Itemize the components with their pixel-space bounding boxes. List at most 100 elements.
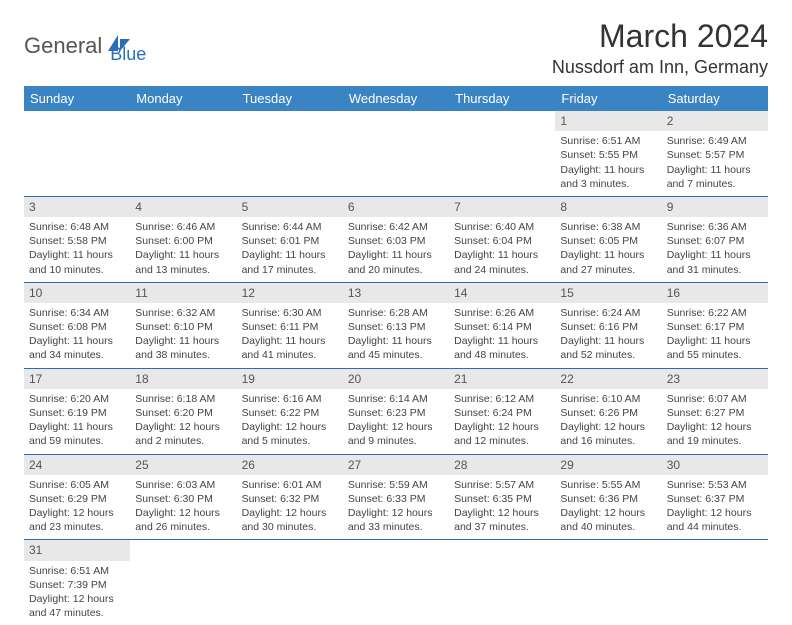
- day-number-cell: 17: [24, 368, 130, 389]
- sunrise-text: Sunrise: 6:16 AM: [242, 392, 338, 406]
- day-detail-cell: [343, 561, 449, 625]
- sunset-text: Sunset: 6:05 PM: [560, 234, 656, 248]
- day-number-cell: 22: [555, 368, 661, 389]
- daylight-text: and 52 minutes.: [560, 348, 656, 362]
- daylight-text: Daylight: 11 hours: [29, 334, 125, 348]
- day-detail-cell: Sunrise: 6:46 AMSunset: 6:00 PMDaylight:…: [130, 217, 236, 282]
- daylight-text: and 20 minutes.: [348, 263, 444, 277]
- weekday-header: Wednesday: [343, 86, 449, 111]
- daylight-text: Daylight: 12 hours: [29, 592, 125, 606]
- daylight-text: Daylight: 11 hours: [348, 248, 444, 262]
- sunset-text: Sunset: 6:08 PM: [29, 320, 125, 334]
- day-detail-cell: Sunrise: 6:51 AMSunset: 5:55 PMDaylight:…: [555, 131, 661, 196]
- sunset-text: Sunset: 6:04 PM: [454, 234, 550, 248]
- daynum-row: 10111213141516: [24, 282, 768, 303]
- daylight-text: and 16 minutes.: [560, 434, 656, 448]
- day-number-cell: [237, 111, 343, 131]
- daylight-text: and 47 minutes.: [29, 606, 125, 620]
- sunset-text: Sunset: 6:17 PM: [667, 320, 763, 334]
- daylight-text: Daylight: 11 hours: [29, 420, 125, 434]
- daylight-text: and 26 minutes.: [135, 520, 231, 534]
- sunset-text: Sunset: 6:33 PM: [348, 492, 444, 506]
- sunset-text: Sunset: 6:22 PM: [242, 406, 338, 420]
- sunrise-text: Sunrise: 6:36 AM: [667, 220, 763, 234]
- day-detail-cell: Sunrise: 5:59 AMSunset: 6:33 PMDaylight:…: [343, 475, 449, 540]
- day-detail-cell: Sunrise: 5:55 AMSunset: 6:36 PMDaylight:…: [555, 475, 661, 540]
- day-number-cell: 26: [237, 454, 343, 475]
- day-detail-cell: Sunrise: 6:22 AMSunset: 6:17 PMDaylight:…: [662, 303, 768, 368]
- daylight-text: and 41 minutes.: [242, 348, 338, 362]
- day-detail-cell: Sunrise: 6:12 AMSunset: 6:24 PMDaylight:…: [449, 389, 555, 454]
- daylight-text: Daylight: 12 hours: [135, 420, 231, 434]
- sunrise-text: Sunrise: 6:10 AM: [560, 392, 656, 406]
- daylight-text: Daylight: 12 hours: [242, 420, 338, 434]
- weekday-header: Saturday: [662, 86, 768, 111]
- weekday-header: Monday: [130, 86, 236, 111]
- daylight-text: Daylight: 11 hours: [667, 334, 763, 348]
- day-number-cell: 5: [237, 196, 343, 217]
- daylight-text: Daylight: 11 hours: [667, 163, 763, 177]
- day-detail-cell: Sunrise: 6:49 AMSunset: 5:57 PMDaylight:…: [662, 131, 768, 196]
- day-number-cell: [449, 111, 555, 131]
- day-number-cell: 2: [662, 111, 768, 131]
- daylight-text: and 55 minutes.: [667, 348, 763, 362]
- day-number-cell: 1: [555, 111, 661, 131]
- day-number-cell: 24: [24, 454, 130, 475]
- daylight-text: and 17 minutes.: [242, 263, 338, 277]
- day-number-cell: 13: [343, 282, 449, 303]
- month-title: March 2024: [552, 18, 768, 55]
- weekday-header-row: Sunday Monday Tuesday Wednesday Thursday…: [24, 86, 768, 111]
- sunrise-text: Sunrise: 6:07 AM: [667, 392, 763, 406]
- day-detail-cell: Sunrise: 6:16 AMSunset: 6:22 PMDaylight:…: [237, 389, 343, 454]
- sunset-text: Sunset: 6:26 PM: [560, 406, 656, 420]
- sunset-text: Sunset: 6:10 PM: [135, 320, 231, 334]
- weekday-header: Sunday: [24, 86, 130, 111]
- day-detail-cell: Sunrise: 6:32 AMSunset: 6:10 PMDaylight:…: [130, 303, 236, 368]
- daylight-text: and 5 minutes.: [242, 434, 338, 448]
- day-number-cell: 6: [343, 196, 449, 217]
- logo: General Blue: [24, 18, 146, 65]
- daylight-text: and 40 minutes.: [560, 520, 656, 534]
- sunset-text: Sunset: 6:19 PM: [29, 406, 125, 420]
- daylight-text: and 10 minutes.: [29, 263, 125, 277]
- sunset-text: Sunset: 6:13 PM: [348, 320, 444, 334]
- sunset-text: Sunset: 6:24 PM: [454, 406, 550, 420]
- day-detail-cell: [24, 131, 130, 196]
- sunrise-text: Sunrise: 5:55 AM: [560, 478, 656, 492]
- sunset-text: Sunset: 6:27 PM: [667, 406, 763, 420]
- day-detail-cell: Sunrise: 6:01 AMSunset: 6:32 PMDaylight:…: [237, 475, 343, 540]
- day-detail-cell: Sunrise: 6:51 AMSunset: 7:39 PMDaylight:…: [24, 561, 130, 625]
- daylight-text: and 19 minutes.: [667, 434, 763, 448]
- sunset-text: Sunset: 6:37 PM: [667, 492, 763, 506]
- day-detail-cell: Sunrise: 6:05 AMSunset: 6:29 PMDaylight:…: [24, 475, 130, 540]
- sunrise-text: Sunrise: 6:20 AM: [29, 392, 125, 406]
- sunset-text: Sunset: 7:39 PM: [29, 578, 125, 592]
- sunset-text: Sunset: 6:07 PM: [667, 234, 763, 248]
- day-number-cell: 15: [555, 282, 661, 303]
- day-number-cell: [343, 540, 449, 561]
- day-detail-cell: Sunrise: 6:10 AMSunset: 6:26 PMDaylight:…: [555, 389, 661, 454]
- day-detail-cell: Sunrise: 6:24 AMSunset: 6:16 PMDaylight:…: [555, 303, 661, 368]
- sunset-text: Sunset: 5:57 PM: [667, 148, 763, 162]
- daynum-row: 12: [24, 111, 768, 131]
- daylight-text: and 9 minutes.: [348, 434, 444, 448]
- daylight-text: Daylight: 12 hours: [560, 420, 656, 434]
- daylight-text: Daylight: 11 hours: [135, 334, 231, 348]
- sunset-text: Sunset: 6:29 PM: [29, 492, 125, 506]
- day-number-cell: 31: [24, 540, 130, 561]
- day-detail-cell: Sunrise: 6:40 AMSunset: 6:04 PMDaylight:…: [449, 217, 555, 282]
- sunset-text: Sunset: 6:35 PM: [454, 492, 550, 506]
- day-detail-cell: [130, 561, 236, 625]
- daylight-text: and 45 minutes.: [348, 348, 444, 362]
- weekday-header: Thursday: [449, 86, 555, 111]
- day-number-cell: 23: [662, 368, 768, 389]
- daylight-text: Daylight: 11 hours: [29, 248, 125, 262]
- daylight-text: Daylight: 11 hours: [560, 163, 656, 177]
- sunrise-text: Sunrise: 6:34 AM: [29, 306, 125, 320]
- sunrise-text: Sunrise: 6:38 AM: [560, 220, 656, 234]
- daylight-text: and 38 minutes.: [135, 348, 231, 362]
- day-number-cell: [662, 540, 768, 561]
- sunrise-text: Sunrise: 6:12 AM: [454, 392, 550, 406]
- sunset-text: Sunset: 6:00 PM: [135, 234, 231, 248]
- day-detail-cell: [130, 131, 236, 196]
